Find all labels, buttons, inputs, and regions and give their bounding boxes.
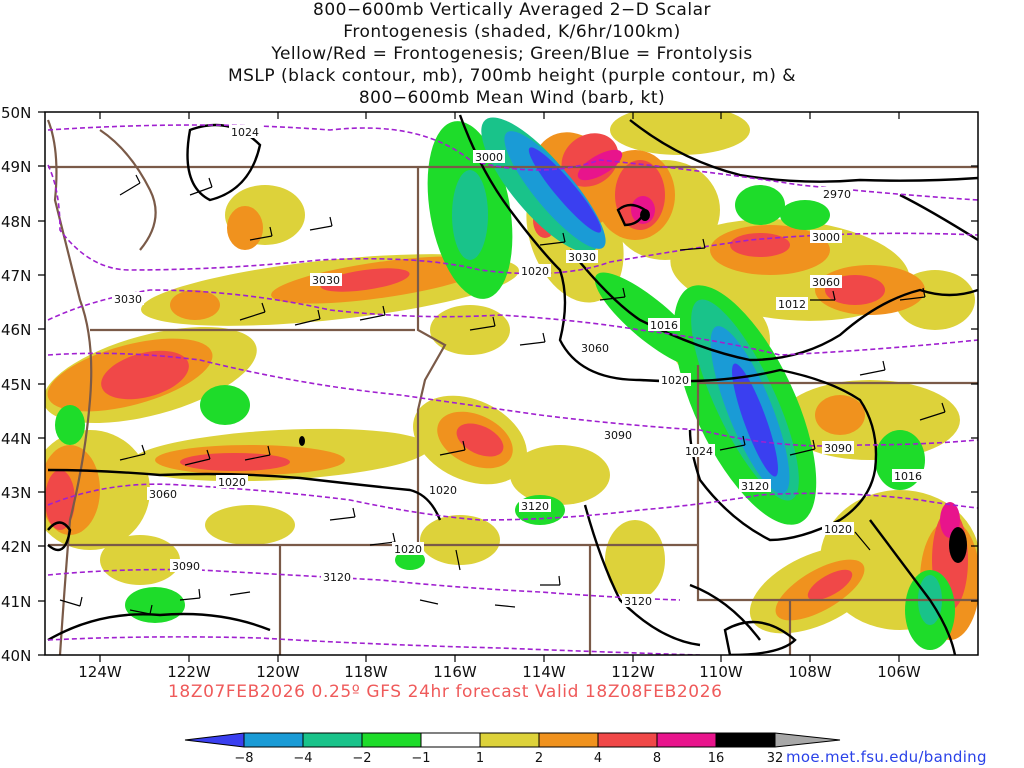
height-label: 3000 xyxy=(812,231,840,244)
colorbar-label: −1 xyxy=(411,751,430,766)
mslp-label: 1020 xyxy=(521,265,549,278)
colorbar-label: 32 xyxy=(767,751,784,766)
height-label: 3060 xyxy=(581,342,609,355)
mslp-label: 1012 xyxy=(778,298,806,311)
lon-label: 116W xyxy=(433,663,477,681)
lon-label: 112W xyxy=(611,663,655,681)
wyoming-colorado-border xyxy=(696,365,978,602)
lon-label: 120W xyxy=(256,663,300,681)
lon-label: 108W xyxy=(788,663,832,681)
lon-label: 118W xyxy=(344,663,388,681)
colorbar-label: 8 xyxy=(653,751,661,766)
colorbar-swatch xyxy=(303,733,362,747)
latitude-labels: 50N 49N 48N 47N 46N 45N 44N 43N 42N 41N … xyxy=(1,104,31,665)
height-label: 3030 xyxy=(568,251,596,264)
colorbar-swatch xyxy=(421,733,480,747)
credit-url[interactable]: moe.met.fsu.edu/banding xyxy=(786,748,987,766)
mslp-label: 1020 xyxy=(218,476,246,489)
mslp-label: 1020 xyxy=(429,484,457,497)
colorbar: −8 −4 −2 −1 1 2 4 8 16 32 xyxy=(184,732,841,766)
height-labels: 3000 2970 3000 3030 3030 3030 3060 3060 … xyxy=(112,150,854,608)
lat-label: 47N xyxy=(1,267,31,285)
colorbar-label: 16 xyxy=(708,751,725,766)
title-line-2: Frontogenesis (shaded, K/6hr/100km) xyxy=(343,22,681,42)
mslp-label: 1024 xyxy=(685,445,713,458)
height-label: 3120 xyxy=(624,595,652,608)
colorbar-label: −4 xyxy=(293,751,312,766)
height-label: 3030 xyxy=(114,293,142,306)
lat-label: 44N xyxy=(1,430,31,448)
lat-label: 42N xyxy=(1,538,31,556)
height-label: 2970 xyxy=(823,188,851,201)
colorbar-swatch xyxy=(716,733,775,747)
colorbar-swatch xyxy=(362,733,421,747)
colorbar-swatch xyxy=(657,733,716,747)
mslp-label: 1020 xyxy=(661,374,689,387)
height-label: 3090 xyxy=(604,429,632,442)
colorbar-swatch xyxy=(185,733,244,747)
colorbar-swatch xyxy=(598,733,657,747)
colorbar-swatch xyxy=(539,733,598,747)
height-label: 3000 xyxy=(475,151,503,164)
lat-label: 46N xyxy=(1,321,31,339)
mslp-labels: 1024 1020 1020 1020 1020 1020 1016 1012 … xyxy=(216,125,924,556)
lon-label: 124W xyxy=(78,663,122,681)
colorbar-label: 1 xyxy=(476,751,484,766)
height-label: 3090 xyxy=(172,560,200,573)
height-label: 3060 xyxy=(149,488,177,501)
longitude-labels: 124W 122W 120W 118W 116W 114W 112W 110W … xyxy=(78,663,921,681)
lat-label: 49N xyxy=(1,158,31,176)
latitude-axis xyxy=(38,111,978,656)
puget-sound xyxy=(99,129,157,251)
lat-label: 40N xyxy=(1,647,31,665)
height-label: 3090 xyxy=(824,442,852,455)
lon-label: 106W xyxy=(877,663,921,681)
mslp-label: 1016 xyxy=(650,319,678,332)
colorbar-label: 4 xyxy=(594,751,602,766)
wind-barbs xyxy=(59,174,946,615)
height-label: 3060 xyxy=(812,276,840,289)
lat-label: 48N xyxy=(1,213,31,231)
lat-label: 50N xyxy=(1,104,31,122)
colorbar-label: 2 xyxy=(535,751,543,766)
lon-label: 122W xyxy=(167,663,211,681)
colorbar-label: −2 xyxy=(352,751,371,766)
mslp-label: 1016 xyxy=(894,470,922,483)
lat-label: 43N xyxy=(1,484,31,502)
lat-label: 41N xyxy=(1,593,31,611)
title-line-3: Yellow/Red = Frontogenesis; Green/Blue =… xyxy=(271,44,753,64)
colorbar-swatch xyxy=(480,733,539,747)
height-label: 3120 xyxy=(323,571,351,584)
height-label: 3030 xyxy=(312,274,340,287)
mslp-label: 1020 xyxy=(824,523,852,536)
mslp-label: 1024 xyxy=(231,126,259,139)
height-label: 3120 xyxy=(521,500,549,513)
lon-label: 114W xyxy=(522,663,566,681)
height-label: 3120 xyxy=(741,480,769,493)
colorbar-swatch xyxy=(775,733,840,747)
mslp-label: 1020 xyxy=(394,543,422,556)
longitude-axis xyxy=(99,112,900,662)
colorbar-swatch xyxy=(244,733,303,747)
title-line-4: MSLP (black contour, mb), 700mb height (… xyxy=(227,66,797,86)
title-line-1: 800−600mb Vertically Averaged 2−D Scalar xyxy=(313,0,711,20)
forecast-valid-time: 18Z07FEB2026 0.25º GFS 24hr forecast Val… xyxy=(168,682,723,702)
idaho-border xyxy=(416,167,447,545)
lat-label: 45N xyxy=(1,376,31,394)
lon-label: 110W xyxy=(699,663,743,681)
title-line-5: 800−600mb Mean Wind (barb, kt) xyxy=(358,88,666,108)
colorbar-label: −8 xyxy=(234,751,253,766)
